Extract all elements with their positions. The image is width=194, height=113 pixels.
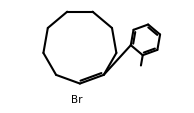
Text: Br: Br [71, 94, 83, 104]
